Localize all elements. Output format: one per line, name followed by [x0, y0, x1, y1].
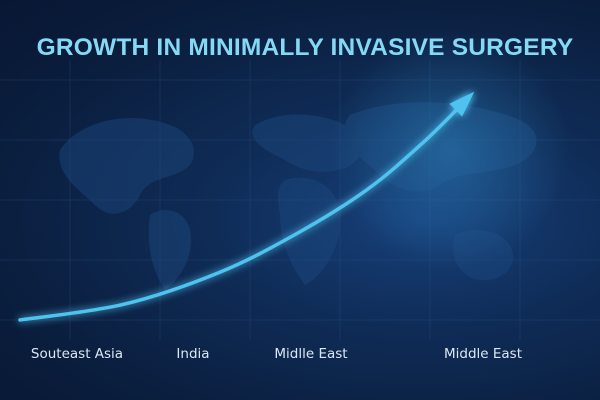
x-tick-label: Midlle East: [274, 346, 348, 362]
growth-line: [18, 94, 472, 322]
x-axis-labels: Souteast Asia India Midlle East Middle E…: [0, 346, 600, 370]
growth-arrowhead: [449, 91, 475, 117]
x-tick-label: Souteast Asia: [30, 346, 124, 362]
chart-title: GROWTH IN MINIMALLY INVASIVE SURGERY: [36, 34, 574, 61]
x-tick-label: India: [176, 346, 210, 362]
glow-halo: [330, 30, 570, 270]
x-tick-label: Middle East: [443, 346, 523, 362]
